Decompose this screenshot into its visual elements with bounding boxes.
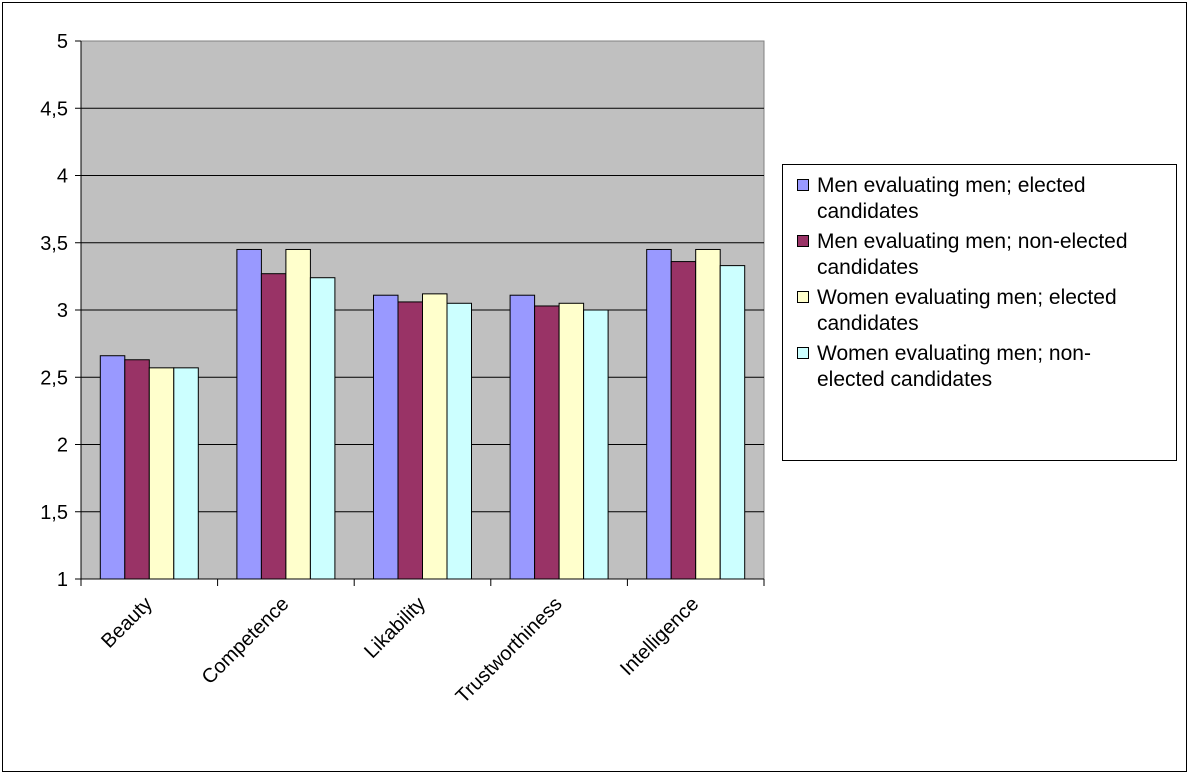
bar	[99, 355, 126, 580]
legend: Men evaluating men; elected candidates M…	[782, 164, 1177, 461]
bar	[719, 265, 746, 580]
bar	[285, 248, 311, 580]
bar	[260, 273, 287, 580]
y-tick-label: 3,5	[40, 233, 68, 255]
bar	[173, 367, 199, 580]
y-tick-label: 1,5	[40, 502, 68, 524]
y-tick-label: 3	[57, 300, 68, 322]
x-tick-labels: Beauty Competence Likability Trustworthines…	[97, 593, 703, 708]
bar	[236, 248, 262, 580]
legend-item: Women evaluating men; elected candidates	[783, 285, 1176, 337]
bar	[646, 248, 672, 580]
bar	[397, 301, 423, 580]
legend-label: Men evaluating men; non-elected candidat…	[817, 230, 1128, 279]
legend-swatch	[797, 291, 809, 303]
y-tick-label: 4	[57, 166, 68, 188]
x-tick-label: Beauty	[97, 593, 157, 653]
bar	[373, 294, 399, 580]
bar	[148, 367, 175, 580]
y-tick-label: 2,5	[40, 367, 68, 389]
legend-item: Men evaluating men; elected candidates	[783, 173, 1176, 225]
bar	[124, 359, 150, 580]
bar	[583, 309, 609, 580]
bar	[695, 248, 721, 580]
y-tick-label: 5	[57, 31, 68, 53]
x-tick-label: Trustworthiness	[452, 593, 567, 708]
x-tick-label: Intelligence	[616, 593, 703, 680]
legend-label: Women evaluating men; non-elected candid…	[817, 342, 1091, 391]
y-tick-label: 2	[57, 435, 68, 457]
legend-swatch	[797, 235, 809, 247]
bar	[558, 302, 585, 580]
bar	[670, 261, 697, 580]
bar	[446, 302, 472, 580]
bar	[309, 277, 336, 580]
legend-item: Women evaluating men; non-elected candid…	[783, 341, 1176, 393]
bar	[534, 305, 560, 580]
y-tick-label: 4,5	[40, 98, 68, 120]
legend-label: Men evaluating men; elected candidates	[817, 174, 1086, 223]
y-tick-label: 1	[57, 569, 68, 591]
x-tick-label: Competence	[198, 593, 294, 689]
bars	[99, 248, 746, 580]
legend-swatch	[797, 347, 809, 359]
x-tick-label: Likability	[360, 593, 430, 663]
legend-swatch	[797, 179, 809, 191]
y-tick-labels: 1 1,5 2 2,5 3 3,5 4 4,5 5	[40, 31, 68, 591]
bar	[422, 293, 448, 580]
axes	[75, 40, 765, 586]
legend-label: Women evaluating men; elected candidates	[817, 286, 1117, 335]
bar	[509, 294, 536, 580]
legend-item: Men evaluating men; non-elected candidat…	[783, 229, 1176, 281]
